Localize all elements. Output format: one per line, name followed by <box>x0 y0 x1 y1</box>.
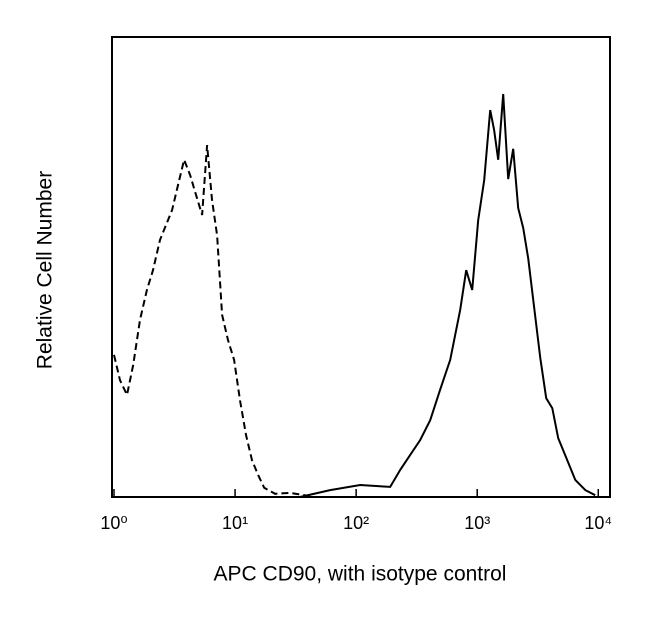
x-tick-label: 10² <box>343 513 369 533</box>
x-tick-label: 10⁴ <box>584 513 612 533</box>
plot-frame <box>111 36 611 498</box>
x-tick-label: 10³ <box>464 513 490 533</box>
sample-line <box>299 93 596 498</box>
isotype-line <box>113 145 311 498</box>
x-tick-label: 10⁰ <box>100 513 127 533</box>
x-axis-label: APC CD90, with isotype control <box>214 563 507 586</box>
x-tick-label: 10¹ <box>222 513 248 533</box>
y-axis-label: Relative Cell Number <box>34 171 57 369</box>
